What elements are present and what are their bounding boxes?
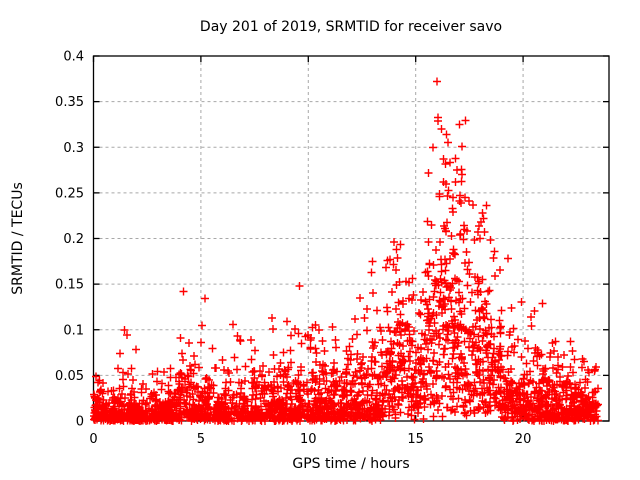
chart-title: Day 201 of 2019, SRMTID for receiver sav… bbox=[200, 19, 502, 35]
x-axis-label: GPS time / hours bbox=[292, 456, 409, 472]
x-tick-label: 5 bbox=[197, 432, 205, 447]
y-tick-label: 0.35 bbox=[55, 95, 84, 110]
y-tick-label: 0.05 bbox=[55, 369, 84, 384]
y-tick-label: 0.15 bbox=[55, 278, 84, 293]
y-tick-label: 0.3 bbox=[63, 141, 84, 156]
y-axis-label: SRMTID / TECUs bbox=[10, 182, 26, 295]
y-tick-label: 0.4 bbox=[63, 50, 84, 65]
tick-labels: 0 5 10 15 20 0 0.05 0.1 0.15 0.2 0.25 0.3 0.35 0.4 bbox=[55, 50, 531, 448]
x-tick-label: 0 bbox=[89, 432, 97, 447]
y-tick-label: 0.2 bbox=[63, 232, 84, 247]
x-tick-label: 20 bbox=[515, 432, 532, 447]
y-tick-label: 0 bbox=[76, 415, 84, 430]
y-tick-label: 0.25 bbox=[55, 186, 84, 201]
y-tick-label: 0.1 bbox=[63, 323, 84, 338]
x-tick-label: 15 bbox=[407, 432, 424, 447]
scatter-markers-plus bbox=[90, 77, 602, 425]
x-tick-label: 10 bbox=[300, 432, 317, 447]
